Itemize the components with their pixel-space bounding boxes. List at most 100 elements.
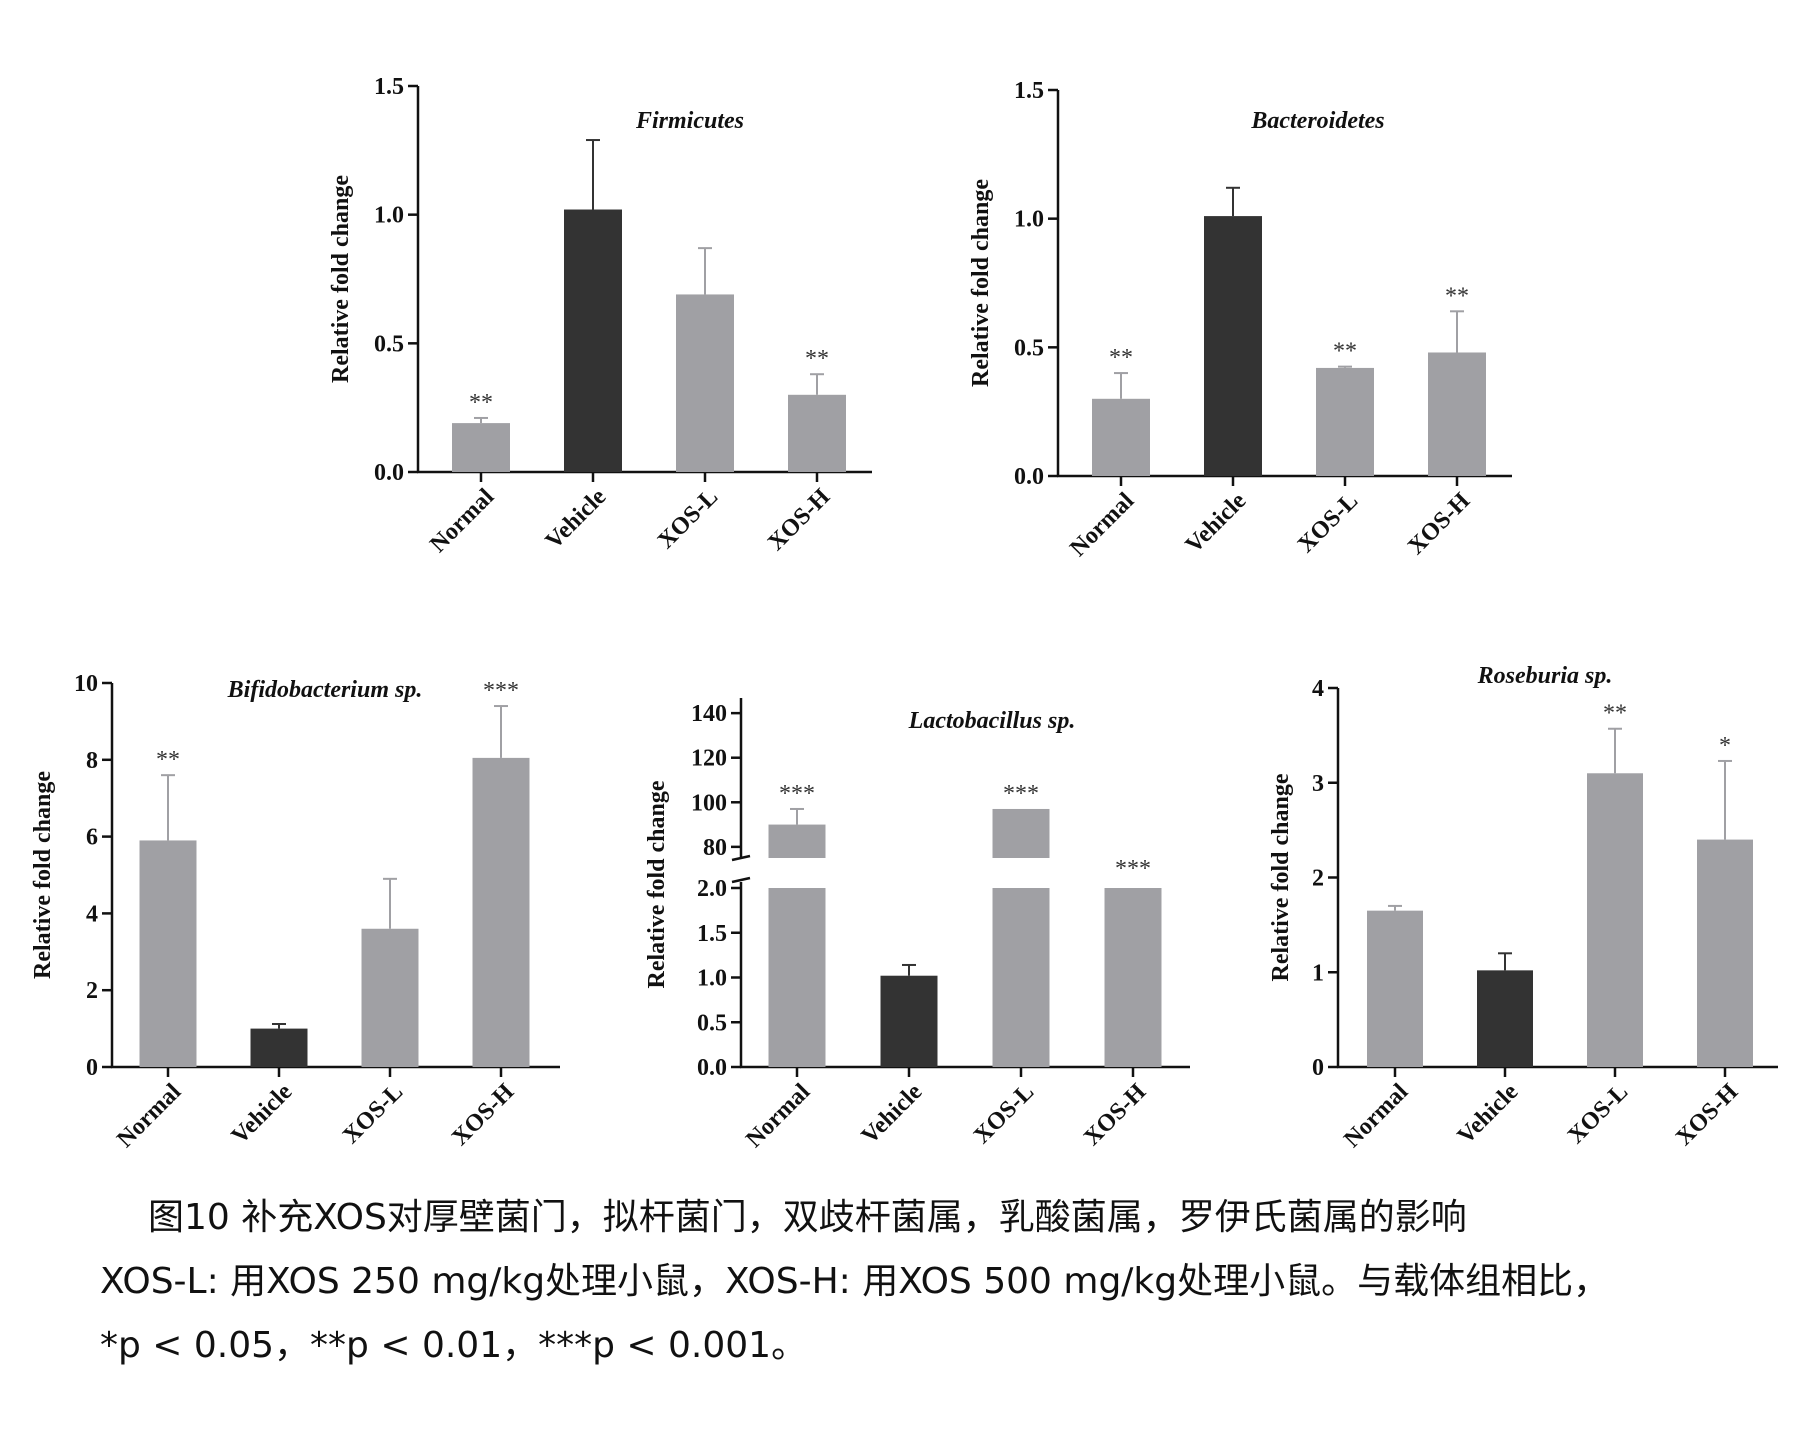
significance-mark: ** — [469, 390, 493, 416]
y-tick-label: 2 — [1312, 866, 1324, 892]
y-tick-label: 1.5 — [374, 74, 404, 100]
y-tick-label: 4 — [86, 901, 98, 927]
bar — [1428, 352, 1486, 476]
axis-break-mark — [731, 876, 751, 884]
y-axis-label: Relative fold change — [30, 771, 56, 979]
x-tick-label: Vehicle — [1181, 488, 1252, 559]
x-tick-label: Vehicle — [857, 1079, 928, 1150]
bar — [1316, 367, 1374, 476]
significance-mark: *** — [1003, 781, 1039, 807]
bar-chart-4: Lactobacillus sp. Normal Vehicle XOS-L XOS-H… — [644, 698, 1190, 1153]
significance-mark: *** — [483, 678, 519, 704]
x-tick-label: Normal — [741, 1079, 815, 1153]
y-tick-label: 2 — [86, 978, 98, 1004]
significance-mark: *** — [779, 781, 815, 807]
axis-break-mark — [731, 854, 751, 862]
bar — [1697, 839, 1753, 1067]
bar — [139, 840, 197, 1067]
y-tick-label: 0.5 — [697, 1010, 727, 1036]
bar — [676, 294, 734, 472]
y-tick-label: 1.5 — [697, 921, 727, 947]
bar-chart-1: Firmicutes Normal Vehicle XOS-L XOS-H 0.0 0.5 1… — [328, 74, 872, 558]
y-tick-label: 120 — [691, 746, 727, 772]
x-tick-label: Vehicle — [227, 1079, 298, 1150]
y-tick-label: 0.5 — [1014, 335, 1044, 361]
bar — [788, 394, 846, 472]
bar-upper-segment — [768, 824, 826, 858]
x-tick-label: XOS-H — [1079, 1079, 1151, 1151]
figure-caption-note: XOS-L: 用XOS 250 mg/kg处理小鼠，XOS-H: 用XOS 50… — [100, 1261, 1610, 1302]
x-tick-label: XOS-L — [969, 1079, 1039, 1149]
y-tick-label: 4 — [1312, 676, 1324, 702]
figure-caption-title: 图10 补充XOS对厚壁菌门，拟杆菌门，双歧杆菌属，乳酸菌属，罗伊氏菌属的影响 — [148, 1197, 1467, 1238]
x-tick-label: Normal — [425, 484, 499, 558]
bar-upper-segment — [992, 808, 1050, 858]
y-axis-label: Relative fold change — [644, 780, 670, 988]
y-tick-label: 1.0 — [697, 966, 727, 992]
bar — [472, 757, 530, 1067]
significance-mark: ** — [156, 747, 180, 773]
significance-mark: * — [1719, 733, 1731, 759]
x-tick-label: XOS-H — [1671, 1079, 1743, 1151]
y-tick-label: 2.0 — [697, 876, 727, 902]
y-tick-label: 0 — [86, 1055, 98, 1081]
x-tick-label: XOS-L — [1293, 488, 1363, 558]
y-tick-label: 0.5 — [374, 331, 404, 357]
bar — [880, 975, 938, 1067]
y-tick-label: 100 — [691, 790, 727, 816]
bar — [361, 928, 419, 1067]
bar — [564, 209, 622, 472]
bar — [250, 1028, 308, 1067]
bar — [1092, 398, 1150, 476]
bar-chart-2: Bacteroidetes Normal Vehicle XOS-L XOS-H 0.0 0… — [968, 78, 1512, 562]
chart-title: Firmicutes — [635, 108, 744, 134]
significance-mark: ** — [1333, 339, 1357, 365]
significance-mark: ** — [1603, 701, 1627, 727]
x-tick-label: XOS-H — [447, 1079, 519, 1151]
y-tick-label: 0.0 — [697, 1055, 727, 1081]
x-tick-label: Vehicle — [1453, 1079, 1524, 1150]
bar — [1204, 216, 1262, 477]
y-tick-label: 1.5 — [1014, 78, 1044, 104]
bar — [1587, 773, 1643, 1067]
chart-title: Bifidobacterium sp. — [227, 677, 423, 703]
significance-mark: ** — [1109, 345, 1133, 371]
significance-mark: ** — [1445, 283, 1469, 309]
y-tick-label: 6 — [86, 825, 98, 851]
bar-lower-segment — [992, 888, 1050, 1067]
x-tick-label: XOS-L — [1563, 1079, 1633, 1149]
bar — [1104, 888, 1162, 1067]
y-axis-label: Relative fold change — [968, 179, 994, 387]
y-tick-label: 8 — [86, 748, 98, 774]
bar-chart-5: Roseburia sp. Normal Vehicle XOS-L XOS-H 0 1 2 3… — [1268, 663, 1778, 1153]
y-tick-label: 0.0 — [374, 460, 404, 486]
chart-title: Bacteroidetes — [1250, 108, 1384, 134]
x-tick-label: Vehicle — [541, 484, 612, 555]
figure-caption-significance: *p < 0.05，**p < 0.01，***p < 0.001。 — [100, 1325, 808, 1366]
significance-mark: *** — [1115, 856, 1151, 882]
y-tick-label: 10 — [74, 671, 98, 697]
bar — [1477, 970, 1533, 1067]
x-tick-label: Normal — [1339, 1079, 1413, 1153]
y-tick-label: 1.0 — [1014, 207, 1044, 233]
y-tick-label: 0 — [1312, 1055, 1324, 1081]
chart-title: Lactobacillus sp. — [908, 708, 1076, 734]
y-axis-label: Relative fold change — [328, 175, 354, 383]
x-tick-label: XOS-L — [653, 484, 723, 554]
y-tick-label: 3 — [1312, 771, 1324, 797]
y-tick-label: 1 — [1312, 960, 1324, 986]
y-axis-label: Relative fold change — [1268, 773, 1294, 981]
chart-title: Roseburia sp. — [1477, 663, 1613, 689]
significance-mark: ** — [805, 346, 829, 372]
x-tick-label: XOS-L — [338, 1079, 408, 1149]
x-tick-label: XOS-H — [763, 484, 835, 556]
y-tick-label: 80 — [703, 835, 727, 861]
x-tick-label: Normal — [1065, 488, 1139, 562]
bar-chart-3: Bifidobacterium sp. Normal Vehicle XOS-L XOS… — [30, 671, 560, 1153]
y-tick-label: 1.0 — [374, 203, 404, 229]
bar-lower-segment — [768, 888, 826, 1067]
bar — [1367, 910, 1423, 1067]
x-tick-label: Normal — [112, 1079, 186, 1153]
figure-charts: Firmicutes Normal Vehicle XOS-L XOS-H 0.0 0.5 1… — [30, 74, 1778, 1153]
y-tick-label: 0.0 — [1014, 464, 1044, 490]
